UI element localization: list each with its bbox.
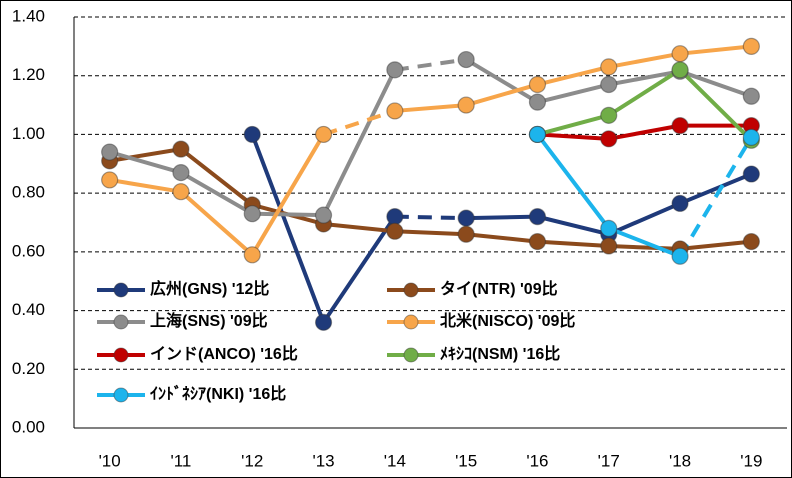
x-tick-label: '17 xyxy=(598,451,620,470)
point xyxy=(600,75,618,94)
y-tick-label: 0.40 xyxy=(12,300,45,319)
point xyxy=(172,163,190,182)
y-tick-label: 1.00 xyxy=(12,124,45,143)
legend-label: 上海(SNS) '09比 xyxy=(150,311,268,330)
legend-item: ﾒｷｼｺ(NSM) '16比 xyxy=(387,345,560,363)
point xyxy=(600,130,618,148)
x-tick-label: '19 xyxy=(740,451,762,470)
point xyxy=(742,165,760,183)
legend-label: インド(ANCO) '16比 xyxy=(150,345,298,363)
point xyxy=(457,209,475,227)
y-tick-label: 0.20 xyxy=(12,359,45,378)
point xyxy=(386,222,404,240)
series-line-dashed xyxy=(322,109,396,137)
point xyxy=(671,247,689,265)
y-tick-label: 0.00 xyxy=(12,417,45,436)
y-tick-label: 1.20 xyxy=(12,65,45,84)
series-line xyxy=(536,67,753,142)
legend-marker xyxy=(113,314,129,330)
point xyxy=(528,75,547,94)
point xyxy=(528,125,547,144)
point xyxy=(457,50,475,69)
legend-marker xyxy=(113,387,129,403)
legend-marker xyxy=(403,282,419,298)
legend-item: 広州(GNS) '12比 xyxy=(97,279,269,298)
x-tick-label: '10 xyxy=(99,451,121,470)
x-tick-label: '15 xyxy=(455,451,477,470)
point xyxy=(671,45,689,63)
legend-item: ｲﾝﾄﾞﾈｼｱ(NKI) '16比 xyxy=(97,384,286,403)
point xyxy=(457,96,475,114)
point xyxy=(101,171,119,189)
series-line-dashed xyxy=(394,57,467,72)
point xyxy=(243,125,261,144)
point xyxy=(742,87,760,105)
point xyxy=(671,61,689,79)
x-tick-label: '18 xyxy=(669,451,691,470)
series-line xyxy=(109,133,326,257)
point xyxy=(742,232,760,251)
legend-label: ｲﾝﾄﾞﾈｼｱ(NKI) '16比 xyxy=(150,384,286,403)
legend-label: 広州(GNS) '12比 xyxy=(150,279,269,298)
point xyxy=(528,93,547,111)
series-line xyxy=(537,123,752,141)
legend-item: インド(ANCO) '16比 xyxy=(97,345,298,363)
point xyxy=(600,106,618,124)
point xyxy=(243,205,261,223)
point xyxy=(528,208,547,226)
point xyxy=(600,58,618,76)
series-line-dashed xyxy=(394,214,467,221)
legend-marker xyxy=(403,347,419,363)
y-tick-label: 1.40 xyxy=(12,6,45,25)
legend-label: 北米(NISCO) '09比 xyxy=(440,311,575,330)
legend-marker xyxy=(113,347,129,363)
point xyxy=(314,206,333,224)
point xyxy=(314,313,333,331)
y-tick-label: 0.80 xyxy=(12,183,45,202)
legend-label: タイ(NTR) '09比 xyxy=(440,280,558,298)
point xyxy=(671,117,689,135)
legend-item: 上海(SNS) '09比 xyxy=(97,311,268,330)
legend-marker xyxy=(113,282,129,298)
x-tick-label: '12 xyxy=(241,451,263,470)
point xyxy=(600,237,618,255)
legend-item: 北米(NISCO) '09比 xyxy=(387,311,575,330)
point xyxy=(386,102,404,120)
point xyxy=(600,219,618,237)
point xyxy=(386,61,404,79)
series-line xyxy=(109,147,752,251)
point xyxy=(457,225,475,243)
point xyxy=(172,140,190,158)
series-line xyxy=(394,44,752,113)
point xyxy=(528,232,547,251)
point xyxy=(671,194,689,213)
point xyxy=(314,125,333,144)
series-line-dashed xyxy=(678,136,754,258)
point xyxy=(172,183,190,201)
point xyxy=(742,128,760,146)
legend-item: タイ(NTR) '09比 xyxy=(387,280,558,298)
x-tick-label: '11 xyxy=(170,451,191,470)
legend-marker xyxy=(403,314,419,330)
point xyxy=(386,208,404,226)
point xyxy=(101,143,119,161)
point xyxy=(243,246,261,264)
x-tick-label: '16 xyxy=(526,451,548,470)
x-tick-label: '14 xyxy=(384,451,406,470)
legend-label: ﾒｷｼｺ(NSM) '16比 xyxy=(440,345,560,363)
point xyxy=(742,37,760,55)
x-tick-label: '13 xyxy=(312,451,334,470)
y-tick-label: 0.60 xyxy=(12,241,45,260)
